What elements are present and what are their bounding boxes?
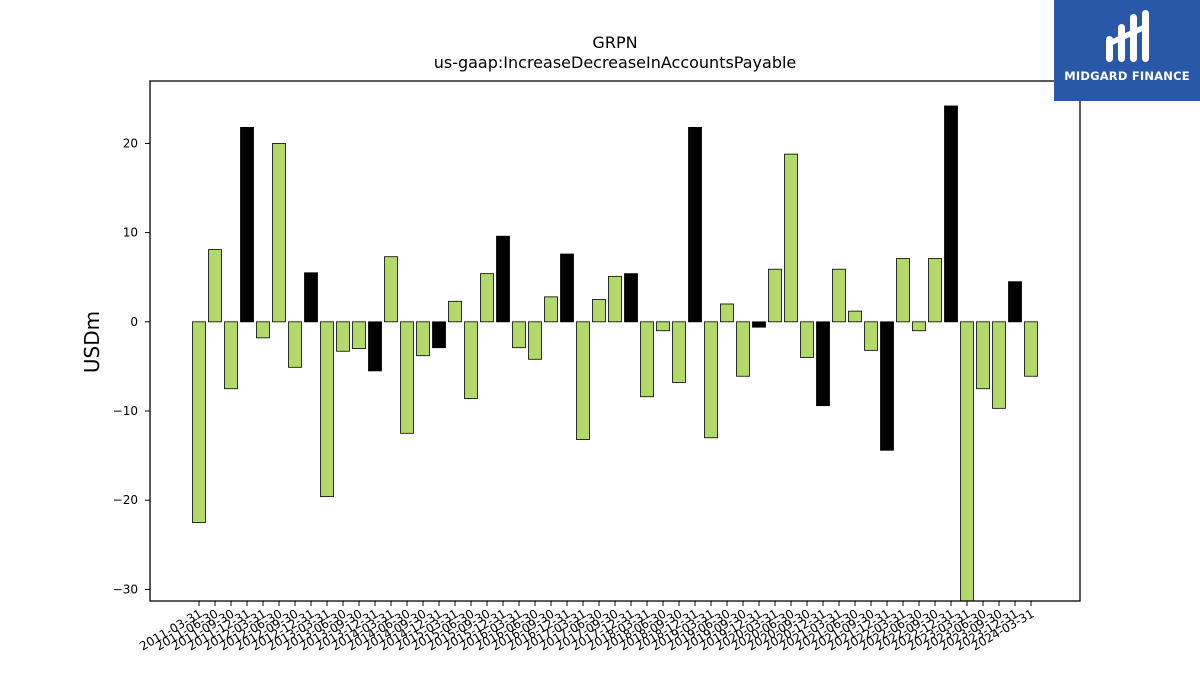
bar-2023-09-30 (992, 321, 1006, 409)
bar-2012-12-31 (304, 272, 318, 323)
bar-2022-03-31 (896, 258, 910, 323)
bar-2023-12-31 (1008, 281, 1022, 323)
logo-text: MIDGARD FINANCE (1064, 69, 1190, 83)
bar-2016-12-31 (560, 253, 574, 323)
y-tick-label: −20 (113, 493, 138, 507)
bar-2011-06-30 (208, 249, 222, 323)
bar-2011-03-31 (192, 321, 206, 523)
y-tick-label: −10 (113, 404, 138, 418)
bar-2015-03-31 (448, 300, 462, 323)
bar-2018-09-30 (672, 321, 686, 383)
bar-2019-09-30 (736, 321, 750, 377)
bar-2023-06-30 (976, 321, 990, 390)
bar-2017-09-30 (608, 275, 622, 323)
bar-2012-09-30 (288, 321, 302, 368)
bar-2024-03-31 (1024, 321, 1038, 377)
bar-2021-09-30 (864, 321, 878, 351)
bars-group (192, 105, 1038, 602)
bar-2015-09-30 (480, 273, 494, 323)
bar-2017-03-31 (576, 321, 590, 440)
bar-2018-06-30 (656, 321, 670, 332)
bar-2019-06-30 (720, 303, 734, 323)
chart-title: GRPN (592, 33, 637, 52)
y-tick-label: 10 (123, 226, 138, 240)
bar-2013-06-30 (336, 321, 350, 352)
bar-2017-06-30 (592, 299, 606, 323)
bar-2014-06-30 (400, 321, 414, 434)
logo-mark-icon (1106, 10, 1149, 62)
bar-2022-12-31 (944, 105, 958, 323)
y-tick-label: 0 (130, 315, 138, 329)
bar-2022-06-30 (912, 321, 926, 332)
bar-2013-03-31 (320, 321, 334, 498)
bar-2013-09-30 (352, 321, 366, 349)
bar-2020-03-31 (768, 268, 782, 323)
bar-2012-03-31 (256, 321, 270, 339)
y-tick-label: −30 (113, 582, 138, 596)
bar-2016-09-30 (544, 296, 558, 323)
bar-2020-12-31 (816, 321, 830, 407)
y-axis: −30 −20 −10 0 10 20 (113, 136, 150, 596)
bar-2011-12-31 (240, 126, 254, 323)
bar-2013-12-31 (368, 321, 382, 372)
bar-2017-12-31 (624, 273, 638, 323)
bar-2020-09-30 (800, 321, 814, 358)
bar-2020-06-30 (784, 153, 798, 323)
bar-2021-06-30 (848, 310, 862, 323)
bar-2019-12-31 (752, 321, 766, 328)
y-axis-label: USDm (80, 311, 104, 373)
bar-2016-06-30 (528, 321, 542, 360)
bar-2012-06-30 (272, 143, 286, 323)
bar-2014-09-30 (416, 321, 430, 357)
bar-2021-03-31 (832, 268, 846, 323)
bar-2023-03-31 (960, 321, 974, 602)
bar-2014-12-31 (432, 321, 446, 349)
bar-2018-12-31 (688, 126, 702, 323)
bar-2015-06-30 (464, 321, 478, 399)
bar-2016-03-31 (512, 321, 526, 349)
chart-subtitle: us-gaap:IncreaseDecreaseInAccountsPayabl… (434, 53, 797, 72)
bar-2021-12-31 (880, 321, 894, 451)
y-tick-label: 20 (123, 136, 138, 150)
bar-2014-03-31 (384, 256, 398, 323)
midgard-finance-logo: MIDGARD FINANCE (1054, 0, 1200, 101)
bar-2018-03-31 (640, 321, 654, 398)
plot-frame (149, 80, 1081, 602)
bar-2022-09-30 (928, 258, 942, 323)
bar-2011-09-30 (224, 321, 238, 390)
x-axis: 2011-03-312011-06-302011-09-302011-12-31… (137, 601, 1037, 653)
bar-2015-12-31 (496, 235, 510, 323)
bar-2019-03-31 (704, 321, 718, 439)
